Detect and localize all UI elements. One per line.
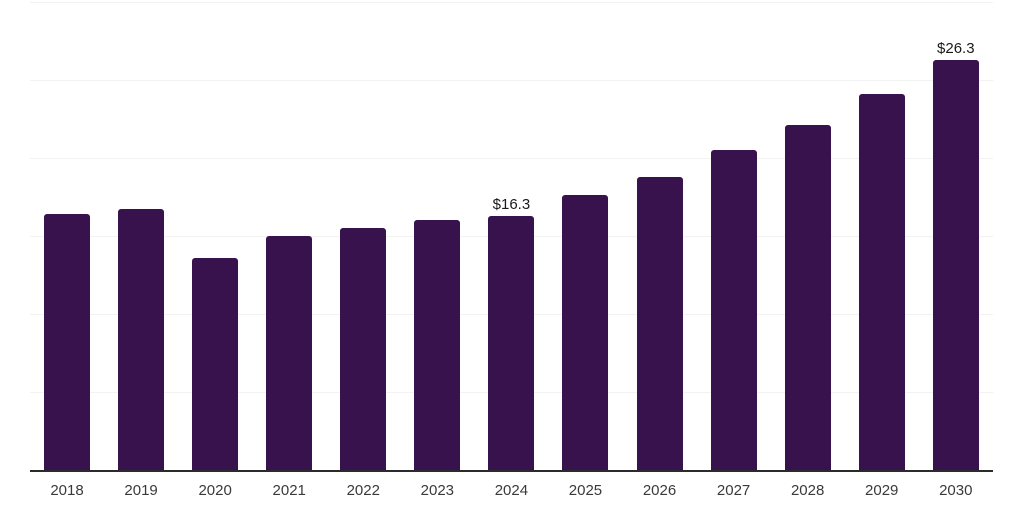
bar-2023 [414, 220, 461, 470]
x-axis-label-2025: 2025 [568, 482, 603, 499]
bar-2019 [118, 209, 165, 470]
x-axis-labels: 2018 2019 2020 2021 2022 2023 2024 2025 2026 2027… [30, 482, 993, 500]
bar-2018 [44, 214, 91, 470]
x-axis-label-2029: 2029 [865, 482, 899, 499]
gridline-20 [30, 158, 993, 160]
gridline-30 [30, 2, 993, 3]
x-axis-label-2018: 2018 [50, 482, 84, 499]
bar-2020 [192, 257, 239, 470]
x-axis-label-2028: 2028 [790, 482, 825, 499]
x-axis-label-2023: 2023 [420, 482, 455, 499]
x-axis-label-2024: 2024 [494, 482, 529, 499]
x-axis-label-2027: 2027 [716, 482, 751, 499]
bar-2025 [562, 195, 609, 470]
bar-2021 [266, 236, 313, 470]
x-axis-label-2022: 2022 [346, 482, 380, 499]
bar-2029 [858, 94, 905, 470]
bar-2022 [340, 228, 387, 470]
bar-2027 [710, 150, 757, 470]
x-axis-label-2019: 2019 [124, 482, 158, 499]
plot-area: $16.3 $26.3 [30, 2, 993, 472]
x-axis-label-2030: 2030 [939, 482, 973, 499]
bar-value-label-2030: $26.3 [937, 39, 975, 57]
bar-value-label-2024: $16.3 [492, 195, 531, 213]
gridline-25 [30, 80, 993, 81]
bar-2026 [636, 176, 683, 470]
x-axis-line [30, 470, 993, 472]
bars: $16.3 $26.3 [30, 2, 993, 470]
x-axis-label-2026: 2026 [642, 482, 677, 499]
bar-2028 [784, 125, 831, 470]
bar-2030: $26.3 [932, 41, 979, 470]
x-axis-label-2021: 2021 [272, 482, 306, 499]
x-axis-label-2020: 2020 [198, 482, 232, 499]
bar-2024: $16.3 [488, 197, 535, 470]
